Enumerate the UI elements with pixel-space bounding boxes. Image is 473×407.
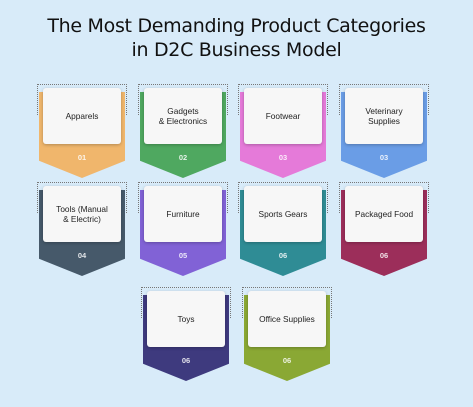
category-number: 06: [379, 251, 389, 260]
category-card-apparels: Apparels 01: [37, 84, 127, 180]
category-card-footwear: Footwear 03: [238, 84, 328, 180]
category-number: 06: [181, 356, 191, 365]
dotted-frame: [37, 182, 127, 213]
category-number: 06: [278, 251, 288, 260]
dotted-frame: [242, 287, 332, 318]
category-number: 01: [77, 153, 87, 162]
category-card-packaged-food: Packaged Food 06: [339, 182, 429, 278]
category-card-office-supplies: Office Supplies 06: [242, 287, 332, 383]
category-number: 03: [379, 153, 389, 162]
category-card-veterinary-supplies: Veterinary Supplies 03: [339, 84, 429, 180]
dotted-frame: [138, 182, 228, 213]
category-number: 06: [282, 356, 292, 365]
category-label: Apparels: [43, 88, 121, 144]
category-card-furniture: Furniture 05: [138, 182, 228, 278]
dotted-frame: [238, 182, 328, 213]
dotted-frame: [37, 84, 127, 115]
category-label: Gadgets & Electronics: [144, 88, 222, 144]
dotted-frame: [138, 84, 228, 115]
title-line-1: The Most Demanding Product Categories: [47, 15, 426, 37]
category-label: Furniture: [144, 186, 222, 242]
category-number: 03: [278, 153, 288, 162]
category-label: Footwear: [244, 88, 322, 144]
category-number: 02: [178, 153, 188, 162]
dotted-frame: [238, 84, 328, 115]
title-line-2: in D2C Business Model: [131, 39, 342, 61]
category-card-toys: Toys 06: [141, 287, 231, 383]
category-label: Tools (Manual & Electric): [43, 186, 121, 242]
category-label: Veterinary Supplies: [345, 88, 423, 144]
category-number: 04: [77, 251, 87, 260]
category-number: 05: [178, 251, 188, 260]
category-card-gadgets-electronics: Gadgets & Electronics 02: [138, 84, 228, 180]
page-title: The Most Demanding Product Categories in…: [0, 14, 473, 62]
category-label: Office Supplies: [248, 291, 326, 347]
category-card-tools: Tools (Manual & Electric) 04: [37, 182, 127, 278]
category-label: Sports Gears: [244, 186, 322, 242]
category-card-sports-gears: Sports Gears 06: [238, 182, 328, 278]
category-label: Toys: [147, 291, 225, 347]
dotted-frame: [339, 182, 429, 213]
dotted-frame: [141, 287, 231, 318]
dotted-frame: [339, 84, 429, 115]
category-label: Packaged Food: [345, 186, 423, 242]
